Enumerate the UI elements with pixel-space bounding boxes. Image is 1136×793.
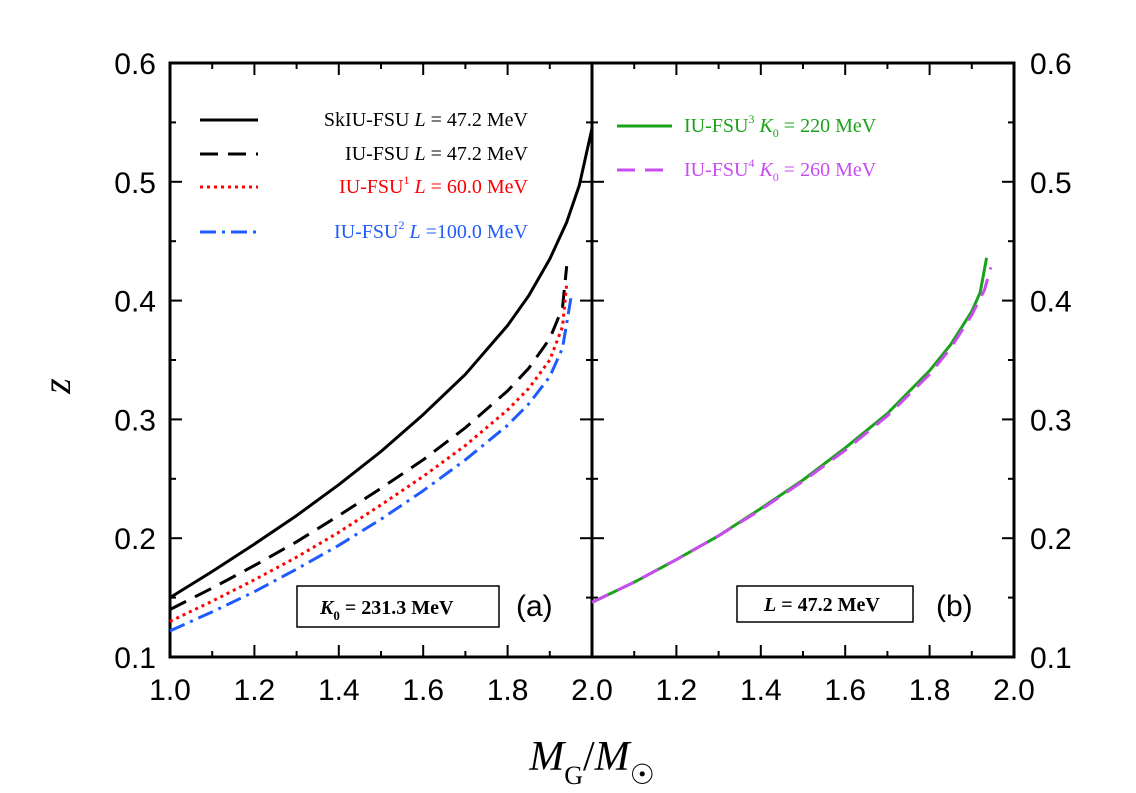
series-line-a-1 xyxy=(169,127,594,599)
series-line-b-2 xyxy=(591,266,993,604)
y-tick-label-right: 0.5 xyxy=(1030,167,1072,200)
panel-a-series xyxy=(169,127,594,633)
annotation-a-text: = 231.3 MeV xyxy=(340,597,454,619)
x-title-slash: / xyxy=(583,734,595,780)
x-title-m2: M xyxy=(594,734,632,780)
x-tick-label: 2.0 xyxy=(571,674,613,707)
x-tick-label: 1.4 xyxy=(318,674,360,707)
axis-tick-labels: 1.0 1.2 1.4 1.6 1.8 2.0 1.2 1.4 1.6 1.8 2.00.1 0.10… xyxy=(114,48,1071,707)
y-tick-label-left: 0.1 xyxy=(114,642,156,675)
x-tick-label: 1.8 xyxy=(487,674,529,707)
y-tick-label-right: 0.4 xyxy=(1030,286,1072,319)
x-tick-label: 1.4 xyxy=(740,674,782,707)
legend-a-label: SkIU-FSU L = 47.2 MeV xyxy=(324,109,529,131)
y-tick-label-left: 0.5 xyxy=(114,167,156,200)
x-tick-label: 2.0 xyxy=(993,674,1035,707)
legend-a-label: IU-FSU2 L =100.0 MeV xyxy=(334,218,529,243)
series-line-a-3 xyxy=(169,283,569,623)
series-line-b-1 xyxy=(591,257,989,604)
legend-b-label: IU-FSU4 K0 = 260 MeV xyxy=(684,156,877,184)
y-axis-title: z xyxy=(34,378,79,395)
x-title-m: M xyxy=(528,734,566,780)
panel-a-legend: SkIU-FSU L = 47.2 MeV IU-FSU L = 47.2 MeV… xyxy=(200,109,529,243)
panel-a-annotation-box: K0 = 231.3 MeV xyxy=(296,585,500,628)
annotation-b-symbol: L xyxy=(763,594,776,616)
panel-b-frame xyxy=(590,61,1016,659)
x-title-sun: ☉ xyxy=(630,758,655,791)
series-line-a-2 xyxy=(169,265,569,611)
svg-text:K0 = 231.3 MeV: K0 = 231.3 MeV xyxy=(319,597,454,623)
y-tick-label-right: 0.6 xyxy=(1030,48,1072,81)
x-tick-label: 1.6 xyxy=(402,674,444,707)
annotation-a-symbol: K xyxy=(319,597,335,619)
x-axis-title: MG/M☉ xyxy=(528,734,655,791)
axis-ticks xyxy=(169,62,1015,658)
x-tick-label: 1.2 xyxy=(234,674,276,707)
panel-b-annotation-box: L = 47.2 MeV xyxy=(736,585,914,623)
y-tick-label-right: 0.3 xyxy=(1030,404,1072,437)
legend-a-label: IU-FSU L = 47.2 MeV xyxy=(345,143,529,165)
annotation-a-sub: 0 xyxy=(333,608,340,623)
y-tick-label-right: 0.2 xyxy=(1030,523,1072,556)
legend-b-label: IU-FSU3 K0 = 220 MeV xyxy=(684,112,877,140)
legend-a-label: IU-FSU1 L = 60.0 MeV xyxy=(339,173,529,198)
svg-text:L = 47.2 MeV: L = 47.2 MeV xyxy=(763,594,880,616)
x-tick-label: 1.6 xyxy=(824,674,866,707)
panel-b-legend: IU-FSU3 K0 = 220 MeV IU-FSU4 K0 = 260 MeV xyxy=(617,112,877,184)
x-tick-label: 1.2 xyxy=(656,674,698,707)
annotation-b-text: = 47.2 MeV xyxy=(776,594,880,616)
panel-b-label: (b) xyxy=(936,590,973,623)
panel-a-label: (a) xyxy=(516,590,553,623)
x-tick-label: 1.8 xyxy=(909,674,951,707)
y-tick-label-right: 0.1 xyxy=(1030,642,1072,675)
y-tick-label-left: 0.2 xyxy=(114,523,156,556)
panel-b-series xyxy=(591,257,993,604)
y-tick-label-left: 0.4 xyxy=(114,286,156,319)
x-tick-label: 1.0 xyxy=(149,674,191,707)
x-title-sub-g: G xyxy=(564,761,583,790)
y-tick-label-left: 0.6 xyxy=(114,48,156,81)
series-line-a-4 xyxy=(169,297,573,633)
y-tick-label-left: 0.3 xyxy=(114,404,156,437)
